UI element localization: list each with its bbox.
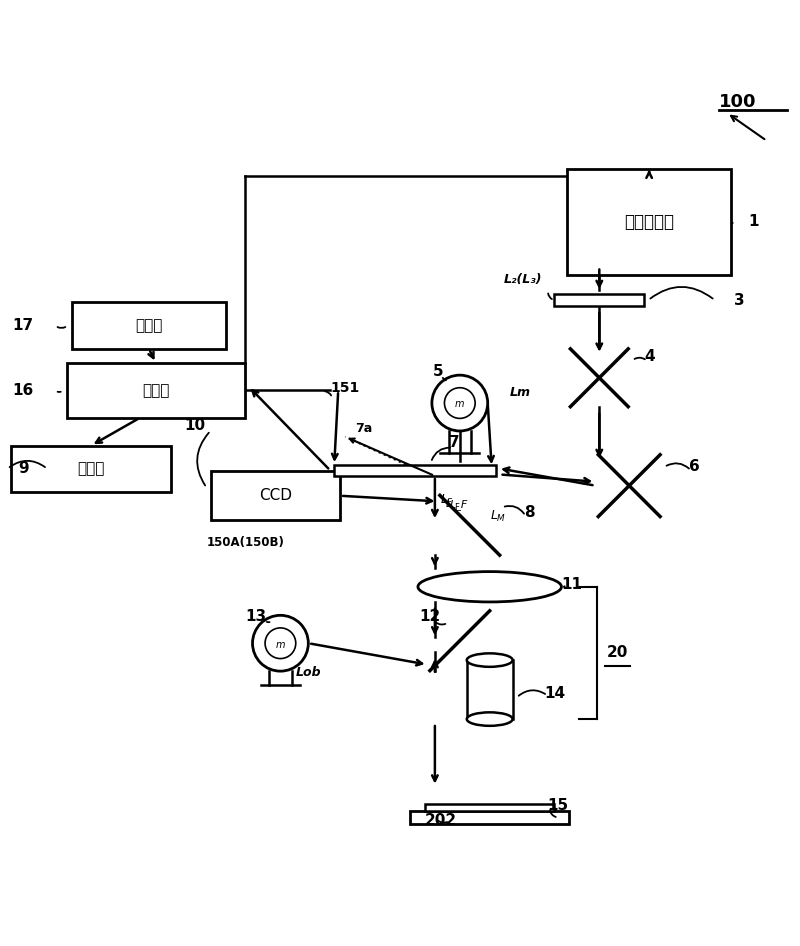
- Text: L₂(L₃): L₂(L₃): [504, 272, 542, 286]
- Text: 202: 202: [425, 813, 457, 828]
- Text: F: F: [454, 503, 458, 512]
- Ellipse shape: [418, 571, 562, 602]
- Text: 3: 3: [734, 292, 744, 307]
- Text: Lob: Lob: [295, 666, 321, 679]
- Text: 控制部: 控制部: [142, 383, 170, 398]
- Text: L_F: L_F: [450, 499, 468, 510]
- Text: 13: 13: [245, 609, 266, 623]
- Bar: [67, 363, 245, 418]
- Text: 10: 10: [184, 418, 206, 433]
- Text: 11: 11: [561, 577, 582, 592]
- Text: 操作部: 操作部: [135, 318, 162, 333]
- Bar: [466, 660, 513, 719]
- Text: 6: 6: [689, 459, 699, 474]
- Bar: [11, 446, 170, 492]
- Bar: [567, 169, 731, 274]
- Bar: [410, 811, 570, 824]
- Text: 15: 15: [547, 798, 568, 814]
- Text: CCD: CCD: [259, 488, 292, 503]
- Text: L: L: [446, 499, 452, 509]
- Ellipse shape: [466, 712, 513, 726]
- Text: 9: 9: [18, 462, 29, 476]
- Text: m: m: [276, 639, 285, 650]
- Text: 16: 16: [13, 383, 34, 398]
- Text: $L_F$: $L_F$: [440, 493, 454, 507]
- Bar: [210, 471, 340, 520]
- Text: m: m: [455, 399, 465, 410]
- Bar: [72, 303, 226, 349]
- Text: 17: 17: [13, 318, 34, 333]
- Circle shape: [432, 376, 488, 431]
- Text: $L_M$: $L_M$: [490, 509, 506, 524]
- Text: 7a: 7a: [355, 422, 373, 435]
- Text: Lm: Lm: [510, 386, 530, 399]
- Text: 151: 151: [330, 380, 359, 394]
- Text: 7: 7: [450, 435, 460, 450]
- Text: 5: 5: [433, 363, 443, 378]
- Text: 1: 1: [749, 215, 759, 229]
- Circle shape: [253, 615, 308, 671]
- Text: 100: 100: [719, 93, 756, 111]
- Bar: [554, 294, 644, 307]
- Text: 20: 20: [606, 645, 628, 660]
- Text: 8: 8: [524, 505, 535, 520]
- Ellipse shape: [466, 654, 513, 667]
- Text: 12: 12: [419, 609, 441, 623]
- Bar: [334, 465, 496, 476]
- Text: 14: 14: [544, 686, 565, 701]
- Text: 150A(150B): 150A(150B): [206, 536, 285, 549]
- Text: 4: 4: [644, 349, 654, 364]
- Text: 监视器: 监视器: [78, 462, 105, 476]
- Bar: [425, 804, 554, 811]
- Text: 激光振荡器: 激光振荡器: [624, 213, 674, 231]
